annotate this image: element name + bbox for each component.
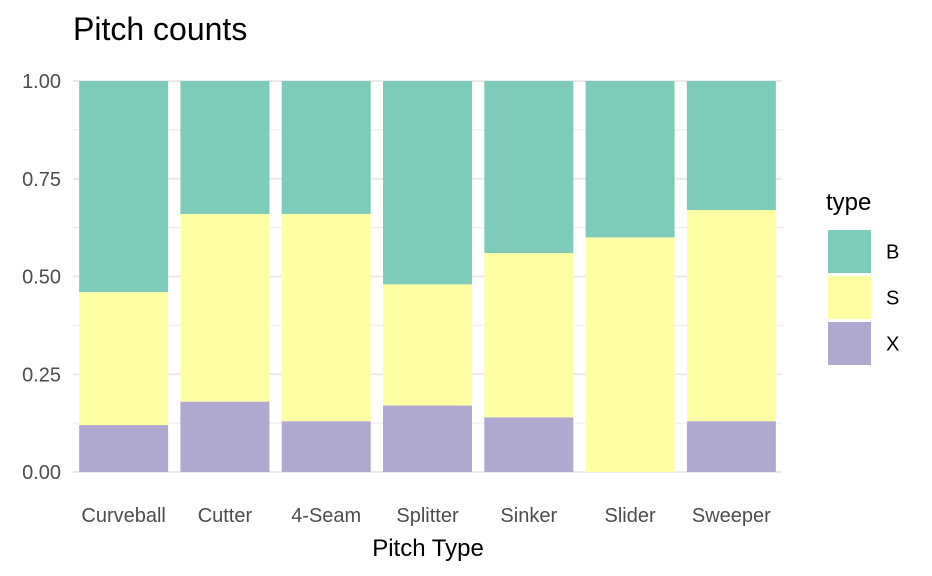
bar-segment-b-curveball (79, 81, 168, 292)
x-tick-label: Splitter (396, 505, 459, 527)
bar-segment-s-cutter (180, 214, 269, 402)
legend-title: type (826, 189, 871, 216)
x-tick-label: Sweeper (692, 505, 771, 527)
bar-segment-b-cutter (180, 81, 269, 214)
y-tick-label: 0.50 (22, 267, 61, 289)
bar-segment-s-curveball (79, 292, 168, 425)
legend-key-s (828, 276, 871, 319)
bar-segment-s-slider (586, 237, 675, 472)
bar-segment-s-sweeper (687, 210, 776, 421)
x-tick-label: 4-Seam (291, 505, 361, 527)
bar-segment-b-splitter (383, 81, 472, 284)
legend-label-x: X (886, 334, 899, 356)
bars (79, 81, 776, 472)
legend-label-b: B (886, 242, 899, 264)
bar-segment-s-sinker (484, 253, 573, 417)
bar-segment-b-4-seam (282, 81, 371, 214)
bar-segment-x-curveball (79, 425, 168, 472)
x-axis-title: Pitch Type (372, 535, 484, 562)
x-tick-label: Cutter (198, 505, 253, 527)
bar-segment-s-4-seam (282, 214, 371, 421)
bar-segment-x-sinker (484, 417, 573, 472)
legend-label-s: S (886, 288, 899, 310)
bar-segment-x-splitter (383, 406, 472, 472)
x-tick-label: Curveball (81, 505, 165, 527)
x-tick-label: Slider (605, 505, 656, 527)
bar-segment-b-slider (586, 81, 675, 237)
y-axis-ticks: 0.00 0.25 0.50 0.75 1.00 (22, 71, 61, 484)
x-tick-label: Sinker (500, 505, 557, 527)
chart-title: Pitch counts (73, 11, 247, 47)
bar-segment-b-sweeper (687, 81, 776, 210)
legend: type B S X (826, 189, 899, 365)
y-tick-label: 0.00 (22, 462, 61, 484)
bar-segment-b-sinker (484, 81, 573, 253)
bar-segment-x-cutter (180, 402, 269, 472)
y-tick-label: 0.75 (22, 169, 61, 191)
bar-segment-x-4-seam (282, 421, 371, 472)
legend-key-x (828, 322, 871, 365)
bar-segment-s-splitter (383, 284, 472, 405)
x-axis-ticks: Curveball Cutter 4-Seam Splitter Sinker Slide… (81, 505, 771, 527)
bar-segment-x-sweeper (687, 421, 776, 472)
legend-key-b (828, 230, 871, 273)
y-tick-label: 0.25 (22, 364, 61, 386)
y-tick-label: 1.00 (22, 71, 61, 93)
